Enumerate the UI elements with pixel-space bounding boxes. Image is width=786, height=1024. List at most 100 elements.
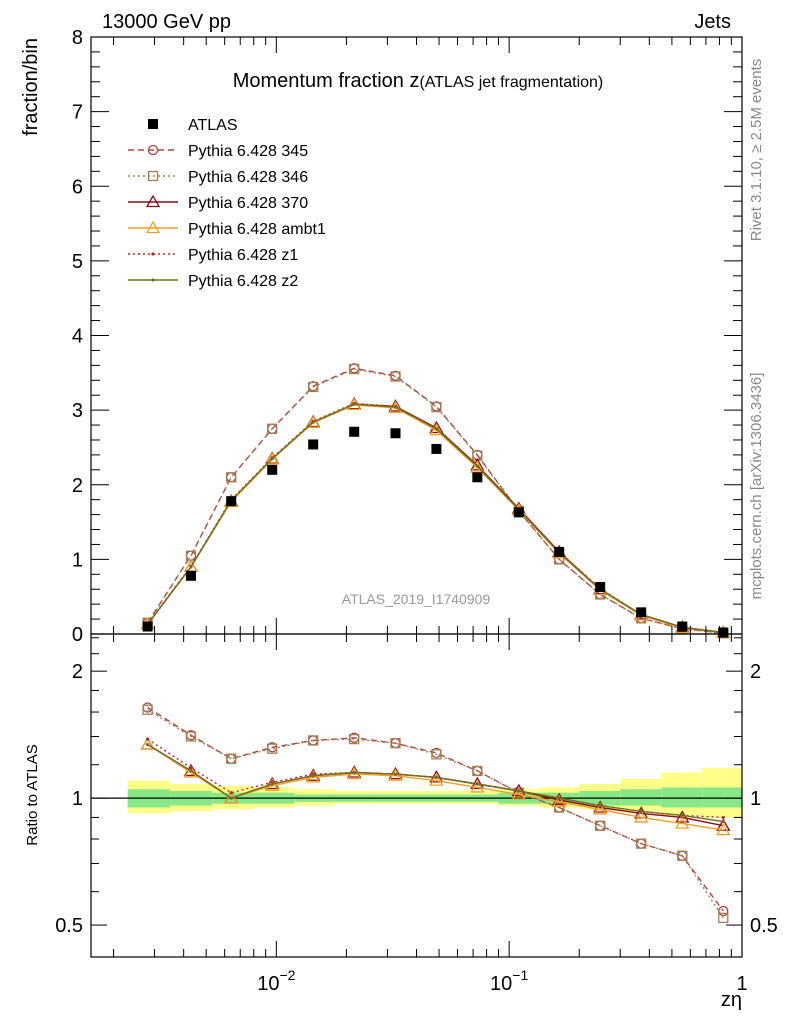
ratio-series-5 [145, 742, 725, 824]
x-tick-label: 10−2 [257, 967, 295, 995]
side-label-rivet: Rivet 3.1.10, ≥ 2.5M events [748, 59, 765, 242]
ratio-point [716, 822, 731, 836]
x-axis-label: zη [721, 989, 742, 1011]
main-point [393, 405, 398, 409]
main-point [226, 472, 237, 483]
plot-title-main: Momentum fraction z [233, 70, 420, 92]
main-point [306, 415, 321, 428]
legend-item-atlas: ATLAS [148, 117, 238, 134]
ratio-point [226, 753, 237, 764]
atlas-data-point [185, 570, 196, 581]
legend-item-2: Pythia 6.428 370 [128, 194, 308, 212]
ratio-point [595, 820, 606, 831]
ratio-point [429, 773, 444, 786]
atlas-data-point [636, 607, 647, 618]
ratio-point [140, 737, 155, 750]
ratio-point [145, 742, 150, 747]
legend-item-1: Pythia 6.428 346 [128, 169, 308, 186]
y-axis-label-main: fraction/bin [20, 38, 42, 136]
x-tick-label-exponent: −1 [512, 967, 528, 983]
ratio-point [517, 789, 521, 793]
main-y-tick-label: 1 [72, 549, 83, 571]
x-tick-label-base: 1 [736, 973, 747, 995]
legend-label: Pythia 6.428 ambt1 [188, 221, 326, 238]
main-series-line [147, 367, 724, 634]
plot-title: Momentum fraction z(ATLAS jet fragmentat… [233, 70, 604, 92]
main-point [434, 427, 439, 431]
ratio-point [434, 775, 439, 779]
main-point [265, 452, 280, 465]
energy-label: 13000 GeV pp [102, 11, 231, 33]
atlas-data-points [142, 426, 729, 638]
legend-label: Pythia 6.428 z2 [188, 273, 298, 290]
ratio-point [552, 794, 567, 807]
ratio-point [189, 766, 193, 770]
legend-item-3: Pythia 6.428 ambt1 [128, 220, 326, 238]
main-y-tick-label: 3 [72, 400, 83, 422]
ratio-point [472, 765, 483, 777]
ratio-point [595, 820, 606, 831]
ratio-point [675, 816, 690, 829]
main-point [311, 420, 315, 424]
ratio-point [639, 809, 643, 814]
legend-marker [145, 194, 161, 208]
atlas-data-point [226, 496, 237, 507]
ratio-point [721, 819, 725, 824]
main-point [349, 363, 360, 375]
ratio-point [680, 813, 684, 817]
main-point [470, 460, 485, 473]
main-point [390, 371, 401, 382]
main-point [352, 402, 356, 406]
main-point [308, 381, 319, 393]
atlas-data-point [554, 546, 565, 557]
ratio-point [229, 791, 233, 795]
ratio-point [598, 803, 602, 808]
legend-item-4: Pythia 6.428 z1 [128, 247, 298, 264]
main-plot [140, 363, 731, 639]
ratio-point [475, 782, 479, 786]
legend-label: Pythia 6.428 370 [188, 195, 308, 212]
atlas-data-point [267, 464, 278, 475]
main-point [270, 457, 274, 461]
ratio-inner-band [620, 789, 662, 806]
ratio-point [229, 796, 233, 800]
analysis-id: ATLAS_2019_I1740909 [342, 591, 491, 607]
x-tick-label-exponent: −2 [279, 967, 295, 983]
legend-label: Pythia 6.428 z1 [188, 247, 298, 264]
ratio-point [393, 772, 398, 776]
ratio-y-tick-label-right: 0.5 [750, 915, 778, 937]
ratio-point [267, 743, 278, 754]
main-point [475, 464, 479, 468]
ratio-point [352, 770, 356, 775]
main-y-tick-label: 2 [72, 475, 83, 497]
ratio-series-line [147, 709, 724, 919]
legend-marker [147, 144, 159, 156]
main-y-tick-label: 8 [72, 27, 83, 49]
ratio-point [145, 737, 150, 741]
ratio-point [470, 780, 485, 793]
main-y-tick-label: 5 [72, 251, 83, 273]
atlas-data-point [349, 426, 360, 437]
ratio-point [185, 731, 197, 742]
main-point [267, 423, 278, 434]
ratio-point [718, 905, 729, 917]
ratio-point [593, 802, 608, 815]
legend-item-5: Pythia 6.428 z2 [128, 273, 298, 290]
legend-marker [147, 170, 159, 182]
ratio-point [716, 818, 731, 831]
main-point [431, 401, 442, 413]
legend-marker [145, 220, 161, 234]
ratio-y-tick-label-right: 1 [750, 788, 761, 810]
ratio-point [142, 704, 153, 715]
legend-label: ATLAS [188, 117, 238, 134]
atlas-data-point [308, 439, 319, 450]
ratio-point [349, 733, 360, 745]
main-point [185, 550, 197, 561]
ratio-point [718, 912, 729, 924]
x-tick-label: 10−1 [490, 967, 528, 995]
ratio-point [390, 738, 401, 749]
atlas-data-point [142, 621, 153, 632]
legend-marker [148, 119, 158, 129]
